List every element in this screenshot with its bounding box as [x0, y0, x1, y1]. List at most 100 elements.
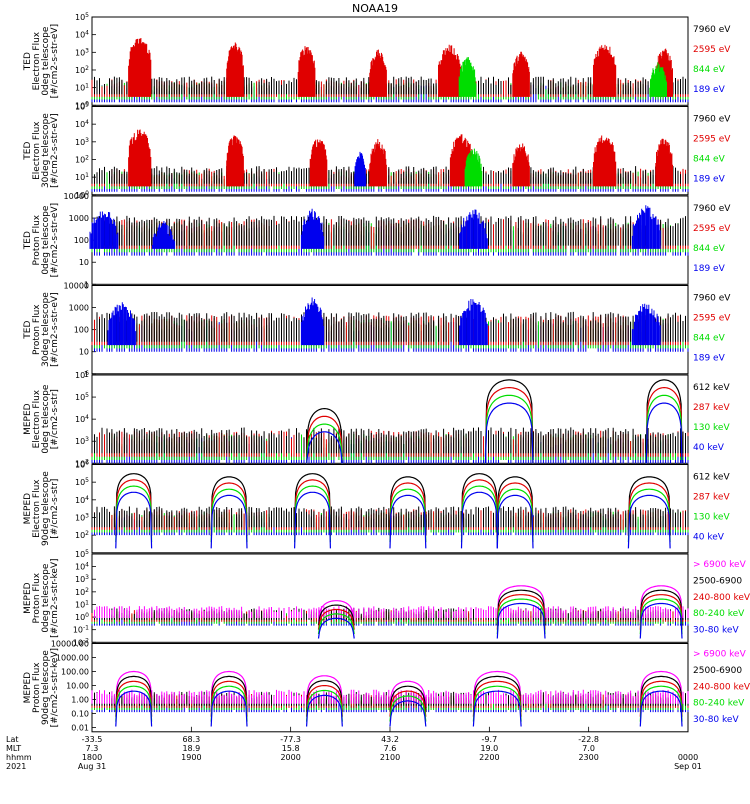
y-tick-label: 106: [75, 460, 89, 470]
arc-red: [210, 680, 248, 717]
y-tick-label: 10-1: [73, 625, 89, 635]
burst-red: [309, 139, 328, 187]
series-group: [89, 205, 689, 256]
y-axis-label: MEPEDProton Flux90deg telescope[#/cm2-s-…: [23, 648, 60, 727]
arc-green: [115, 685, 153, 722]
legend-entry: 287 keV: [693, 493, 730, 503]
y-tick-label: 100: [74, 326, 89, 335]
arc-blue: [645, 402, 683, 464]
series-noise-black: [91, 427, 689, 454]
x-tick-label: 2000: [280, 753, 300, 762]
legend-entry: 844 eV: [693, 65, 726, 75]
series-group: [91, 670, 689, 727]
arc-red: [306, 415, 343, 464]
panel-2: 100 101 102 103 104 105 TEDElectron Flux30deg …: [23, 102, 731, 200]
arc-green: [389, 488, 427, 543]
arc-green: [645, 394, 683, 464]
arc-green: [484, 394, 534, 464]
arc-magenta: [317, 600, 355, 621]
y-tick-label: 0.01: [71, 724, 89, 733]
legend-entry: 40 keV: [693, 443, 725, 453]
arc-blue: [210, 690, 248, 727]
burst-red: [655, 138, 673, 187]
burst-blue: [459, 299, 488, 346]
legend-entry: 189 eV: [693, 264, 726, 274]
y-tick-label: 103: [75, 137, 89, 147]
legend-entry: 130 keV: [693, 423, 730, 433]
arc-black: [639, 675, 683, 712]
panel-5: 102 103 104 105 106 MEPEDElectron Flux0deg te…: [23, 370, 730, 468]
arc-blue: [389, 494, 427, 549]
arc-magenta: [389, 680, 427, 707]
arc-blue: [115, 491, 153, 549]
x-tick-label: 2100: [380, 753, 400, 762]
y-tick-label: 105: [75, 12, 89, 22]
legend-entry: 844 eV: [693, 244, 726, 254]
y-tick-label: 101: [75, 83, 89, 93]
panel-7: 10-2 10-1 100 101 102 103 104 105 MEPEDProton Fl…: [23, 549, 750, 647]
arc-black: [389, 476, 427, 530]
arc-red: [484, 387, 534, 464]
arc-blue: [639, 690, 683, 727]
y-tick-label: 101: [75, 599, 89, 609]
x-row-label: Lat: [6, 735, 19, 744]
burst-red: [593, 135, 617, 187]
y-tick-label: 103: [75, 436, 89, 446]
legend-entry: 189 eV: [693, 175, 726, 185]
arc-red: [389, 482, 427, 537]
arc-black: [645, 379, 683, 457]
arc-black: [115, 675, 153, 712]
y-tick-label: 10: [79, 258, 89, 267]
legend-entry: 7960 eV: [693, 204, 731, 214]
legend-entry: 80-240 keV: [693, 609, 745, 619]
burst-blue: [107, 302, 137, 346]
x-tick-label: 15.8: [282, 744, 300, 753]
burst-red: [512, 51, 530, 97]
arc-magenta: [472, 670, 522, 707]
y-tick-label: 100: [74, 236, 89, 245]
legend-entry: 40 keV: [693, 533, 725, 543]
arc-green: [210, 685, 248, 722]
y-tick-label: 104: [75, 414, 89, 424]
legend-entry: 7960 eV: [693, 25, 731, 35]
x-row-label: 2021: [6, 762, 26, 771]
arc-red: [306, 685, 343, 717]
y-tick-label: 101: [75, 172, 89, 182]
x-tick-label: 68.3: [182, 735, 200, 744]
legend-entry: 287 keV: [693, 403, 730, 413]
y-tick-label: 1000.00: [56, 654, 89, 663]
burst-red: [128, 38, 152, 97]
burst-blue: [89, 211, 119, 249]
y-tick-label: 104: [75, 119, 89, 129]
legend-entry: 844 eV: [693, 155, 726, 165]
arc-black: [496, 476, 534, 530]
x-tick-label: 1800: [82, 753, 102, 762]
burst-red: [226, 42, 244, 97]
arc-blue: [317, 617, 355, 639]
series-group: [91, 585, 689, 639]
y-tick-label: 105: [75, 102, 89, 112]
arc-black: [317, 604, 355, 626]
arc-red: [115, 479, 153, 537]
legend-entry: 612 keV: [693, 383, 730, 393]
y-tick-label: 102: [75, 587, 89, 597]
x-tick-label: 1900: [181, 753, 201, 762]
arc-black: [210, 675, 248, 712]
burst-green: [649, 62, 667, 97]
arc-magenta: [639, 585, 683, 621]
x-row-label: hhmm: [6, 753, 32, 762]
x-tick-label: Sep 01: [674, 762, 702, 771]
arc-blue: [389, 700, 427, 727]
y-tick-label: 103: [75, 47, 89, 57]
x-tick-label: Aug 31: [78, 762, 106, 771]
y-tick-label: 10000.00: [51, 640, 89, 649]
x-tick-label: 2300: [578, 753, 598, 762]
y-tick-label: 10.00: [66, 682, 89, 691]
legend-entry: 2500-6900: [693, 666, 742, 676]
y-axis-label: TEDElectron Flux30deg telescope[#/cm2-s-…: [23, 113, 60, 188]
arc-red: [645, 387, 683, 464]
burst-red: [226, 135, 244, 187]
y-tick-label: 105: [75, 549, 89, 559]
x-row-label: MLT: [6, 744, 21, 753]
